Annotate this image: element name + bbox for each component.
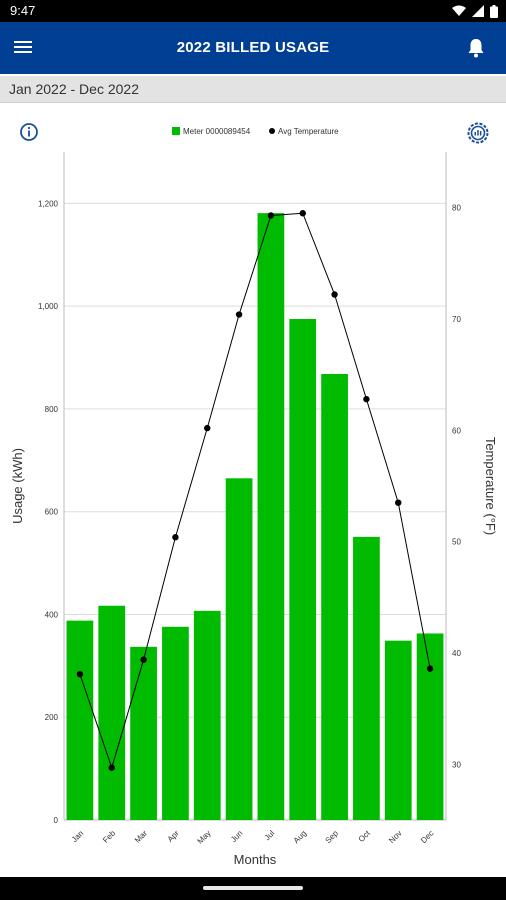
temperature-point-mar: [140, 656, 147, 663]
legend-swatch-line: [269, 128, 275, 134]
x-tick-label: Apr: [166, 828, 181, 843]
status-icons: [452, 4, 498, 18]
x-tick-label: Jan: [70, 829, 85, 844]
y2-tick-label: 80: [452, 204, 461, 213]
legend-swatch-bar: [172, 127, 180, 135]
x-tick-label: Jul: [263, 829, 277, 843]
y2-tick-label: 60: [452, 426, 461, 435]
temperature-point-jun: [235, 311, 243, 318]
wifi-icon: [452, 5, 466, 16]
y2-tick-label: 30: [452, 760, 461, 769]
notification-bell-icon[interactable]: [466, 37, 486, 59]
x-axis-title: Months: [234, 852, 277, 867]
date-range-bar: Jan 2022 - Dec 2022: [0, 76, 506, 103]
temperature-line: [79, 212, 431, 770]
temperature-point-jul: [267, 212, 275, 219]
x-tick-label: Nov: [387, 829, 403, 845]
settings-gear-icon[interactable]: [466, 121, 490, 145]
y-tick-label: 1,200: [38, 199, 59, 208]
y-tick-label: 200: [45, 713, 59, 722]
bar-mar: [130, 646, 157, 820]
x-tick-label: Dec: [419, 829, 435, 845]
bar-aug: [289, 319, 317, 820]
navigation-bar: [0, 877, 506, 900]
temperature-point-sep: [331, 291, 338, 298]
y-tick-label: 800: [45, 405, 59, 414]
temperature-point-feb: [108, 764, 115, 771]
bar-dec: [416, 633, 444, 820]
y2-tick-label: 50: [452, 538, 461, 547]
bar-jul: [257, 213, 285, 820]
y-tick-label: 600: [45, 508, 59, 517]
y-tick-label: 1,000: [38, 302, 59, 311]
y2-tick-label: 40: [452, 649, 461, 658]
legend-label-temperature: Avg Temperature: [278, 127, 339, 136]
bar-feb: [98, 605, 126, 820]
status-bar: 9:47: [0, 0, 506, 22]
signal-icon: [472, 5, 484, 17]
page-title: 2022 BILLED USAGE: [176, 39, 330, 56]
bar-nov: [384, 640, 412, 820]
app-bar: 2022 BILLED USAGE: [0, 22, 506, 74]
temperature-point-apr: [172, 534, 179, 541]
y-tick-label: 0: [54, 816, 59, 825]
temperature-point-dec: [426, 665, 434, 672]
bar-sep: [321, 373, 348, 820]
temperature-point-may: [204, 424, 211, 432]
x-tick-label: Oct: [357, 828, 373, 844]
y-axis-title: Usage (kWh): [10, 448, 25, 524]
home-handle[interactable]: [203, 886, 303, 890]
temperature-point-aug: [299, 210, 306, 217]
x-tick-label: Feb: [101, 828, 118, 845]
x-tick-label: Mar: [133, 828, 149, 844]
battery-icon: [490, 4, 498, 18]
bar-oct: [353, 536, 380, 820]
y2-axis-title: Temperature (°F): [483, 437, 498, 535]
bar-jan: [66, 620, 94, 820]
usage-chart: 0 200 400 600 800 1,000 1,200 30 40 50 60 70 80 Jan Fe…: [10, 127, 498, 867]
x-tick-label: May: [196, 829, 213, 846]
legend-label-meter: Meter 0000089454: [183, 127, 251, 136]
info-icon[interactable]: [20, 123, 38, 141]
menu-icon[interactable]: [14, 38, 36, 58]
date-range-label: Jan 2022 - Dec 2022: [9, 81, 139, 97]
temperature-point-oct: [363, 395, 370, 403]
x-tick-label: Aug: [292, 829, 308, 845]
bar-may: [193, 610, 221, 820]
y-tick-label: 400: [45, 610, 59, 619]
temperature-point-jan: [76, 670, 84, 678]
bar-jun: [225, 478, 253, 820]
status-time: 9:47: [10, 3, 36, 18]
x-tick-label: Sep: [324, 828, 341, 845]
x-tick-label: Jun: [229, 829, 244, 844]
bar-apr: [162, 626, 189, 820]
legend: Meter 0000089454 Avg Temperature: [172, 127, 339, 136]
temperature-point-nov: [395, 499, 402, 506]
y2-tick-label: 70: [452, 315, 461, 324]
